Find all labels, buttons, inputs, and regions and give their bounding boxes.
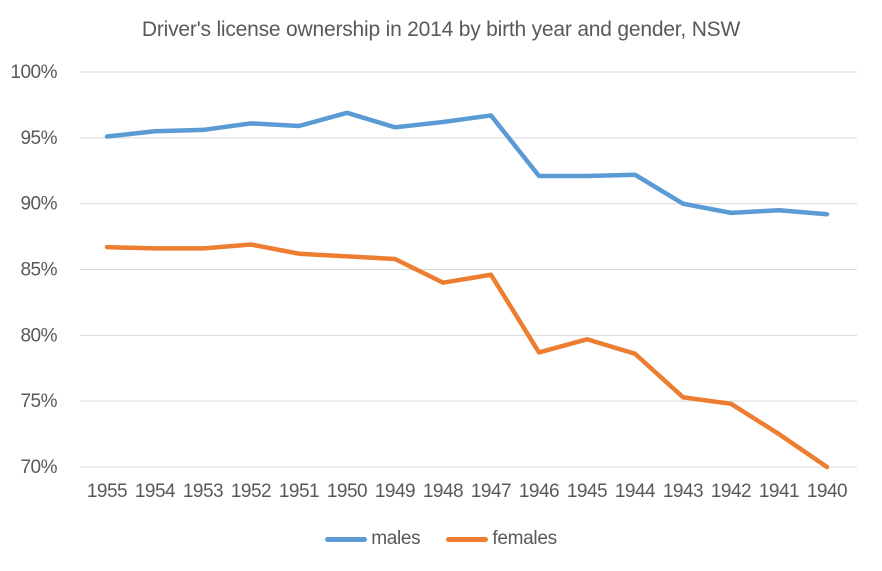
females-line	[104, 242, 830, 470]
x-axis-tick-label: 1948	[423, 481, 463, 502]
series-lines	[104, 110, 830, 470]
legend-label-females: females	[492, 528, 557, 549]
x-axis-tick-label: 1942	[711, 481, 751, 502]
y-axis-tick-label: 75%	[20, 391, 57, 412]
y-axis-tick-label: 85%	[20, 260, 57, 281]
gridlines	[80, 71, 857, 468]
x-axis-tick-label: 1949	[375, 481, 415, 502]
x-axis-tick-label: 1940	[807, 481, 847, 502]
legend-item-males: males	[325, 528, 421, 550]
x-axis-tick-label: 1955	[87, 481, 127, 502]
females-line-swatch	[446, 536, 489, 542]
legend-item-females: females	[446, 528, 557, 550]
males-line	[104, 110, 830, 217]
chart-legend: males females	[0, 528, 882, 550]
y-axis-tick-label: 95%	[20, 128, 57, 149]
x-axis-tick-label: 1941	[759, 481, 799, 502]
x-axis-tick-label: 1946	[519, 481, 559, 502]
x-axis-tick-label: 1945	[567, 481, 607, 502]
males-line-swatch	[325, 536, 368, 542]
x-axis-tick-label: 1943	[663, 481, 703, 502]
x-axis-tick-label: 1944	[615, 481, 656, 502]
x-axis-tick-label: 1950	[327, 481, 367, 502]
legend-label-males: males	[371, 528, 421, 549]
chart-title: Driver's license ownership in 2014 by bi…	[141, 18, 741, 41]
y-axis-tick-label: 70%	[20, 457, 57, 478]
y-axis-tick-label: 80%	[20, 325, 57, 346]
x-axis-tick-label: 1953	[183, 481, 223, 502]
y-axis-tick-label: 90%	[20, 194, 57, 215]
x-axis-labels: 1955 1954 1953 1952 1951 1950 1949 1948 1947 1946…	[87, 481, 848, 502]
y-axis-tick-label: 100%	[10, 62, 57, 83]
x-axis-tick-label: 1951	[279, 481, 319, 502]
x-axis-tick-label: 1952	[231, 481, 271, 502]
y-axis-labels: 100% 95% 90% 85% 80% 75% 70%	[10, 62, 58, 478]
x-axis-tick-label: 1947	[471, 481, 511, 502]
x-axis-tick-label: 1954	[135, 481, 176, 502]
